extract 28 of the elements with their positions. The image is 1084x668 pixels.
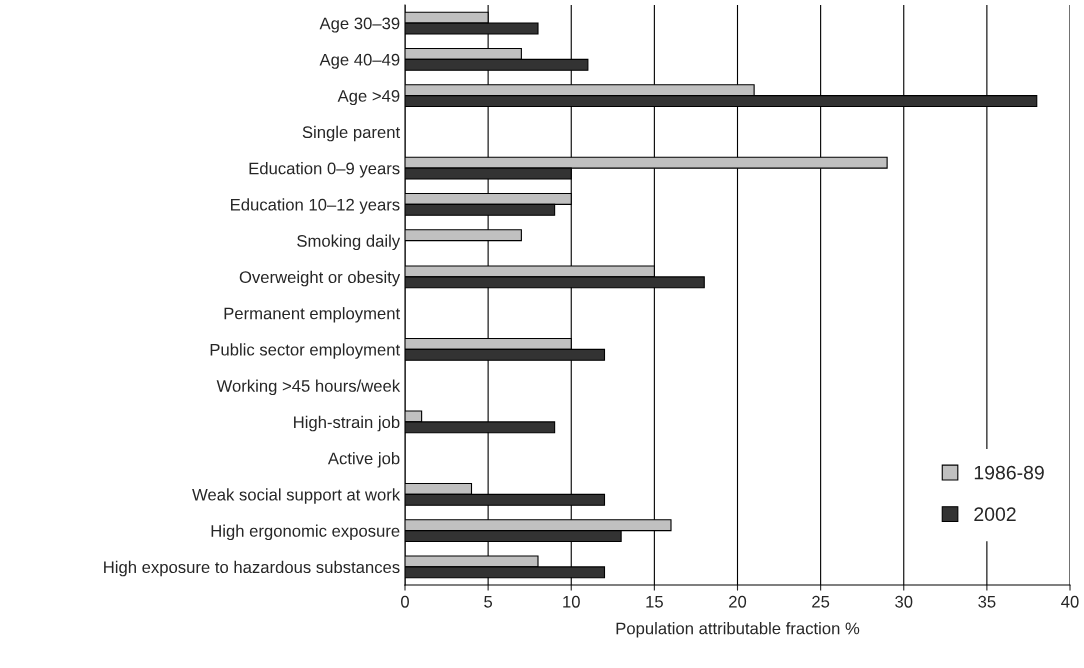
x-tick-label: 10 bbox=[563, 595, 580, 608]
y-tick-label: High ergonomic exposure bbox=[211, 524, 400, 541]
y-tick-label: Smoking daily bbox=[297, 234, 401, 251]
y-tick-label: Education 0–9 years bbox=[249, 162, 400, 178]
y-tick-label: Overweight or obesity bbox=[239, 270, 401, 287]
y-tick-label: Permanent employment bbox=[224, 307, 401, 323]
legend-label: 1986-89 bbox=[974, 465, 1044, 480]
y-tick-label: High-strain job bbox=[294, 415, 400, 432]
y-tick-label: Age >49 bbox=[337, 90, 400, 106]
y-tick-label: Working >45 hours/week bbox=[216, 379, 401, 396]
x-tick-label: 0 bbox=[401, 595, 409, 608]
y-tick-label: Weak social support at work bbox=[192, 488, 401, 504]
x-tick-label: 5 bbox=[484, 596, 493, 608]
x-tick-label: 25 bbox=[812, 595, 830, 608]
y-tick-label: Active job bbox=[327, 452, 400, 468]
x-tick-label: 35 bbox=[978, 595, 996, 608]
y-tick-label: Public sector employment bbox=[210, 343, 401, 359]
x-tick-label: 15 bbox=[646, 596, 663, 608]
x-tick-label: 30 bbox=[895, 595, 913, 608]
y-tick-label: Age 30–39 bbox=[319, 17, 400, 33]
legend-label: 2002 bbox=[974, 507, 1016, 522]
y-tick-label: High exposure to hazardous substances bbox=[104, 560, 400, 577]
y-tick-label: Single parent bbox=[302, 125, 401, 142]
y-tick-label: Age 40–49 bbox=[319, 53, 400, 69]
x-axis-title: Population attributable fraction % bbox=[616, 622, 860, 638]
x-tick-label: 20 bbox=[729, 595, 747, 608]
y-tick-label: Education 10–12 years bbox=[231, 198, 400, 214]
x-tick-label: 40 bbox=[1061, 595, 1079, 608]
